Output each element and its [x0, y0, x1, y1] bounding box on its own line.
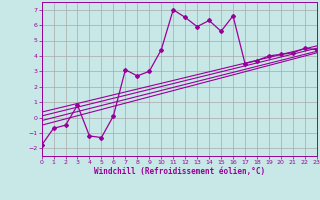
X-axis label: Windchill (Refroidissement éolien,°C): Windchill (Refroidissement éolien,°C) — [94, 167, 265, 176]
